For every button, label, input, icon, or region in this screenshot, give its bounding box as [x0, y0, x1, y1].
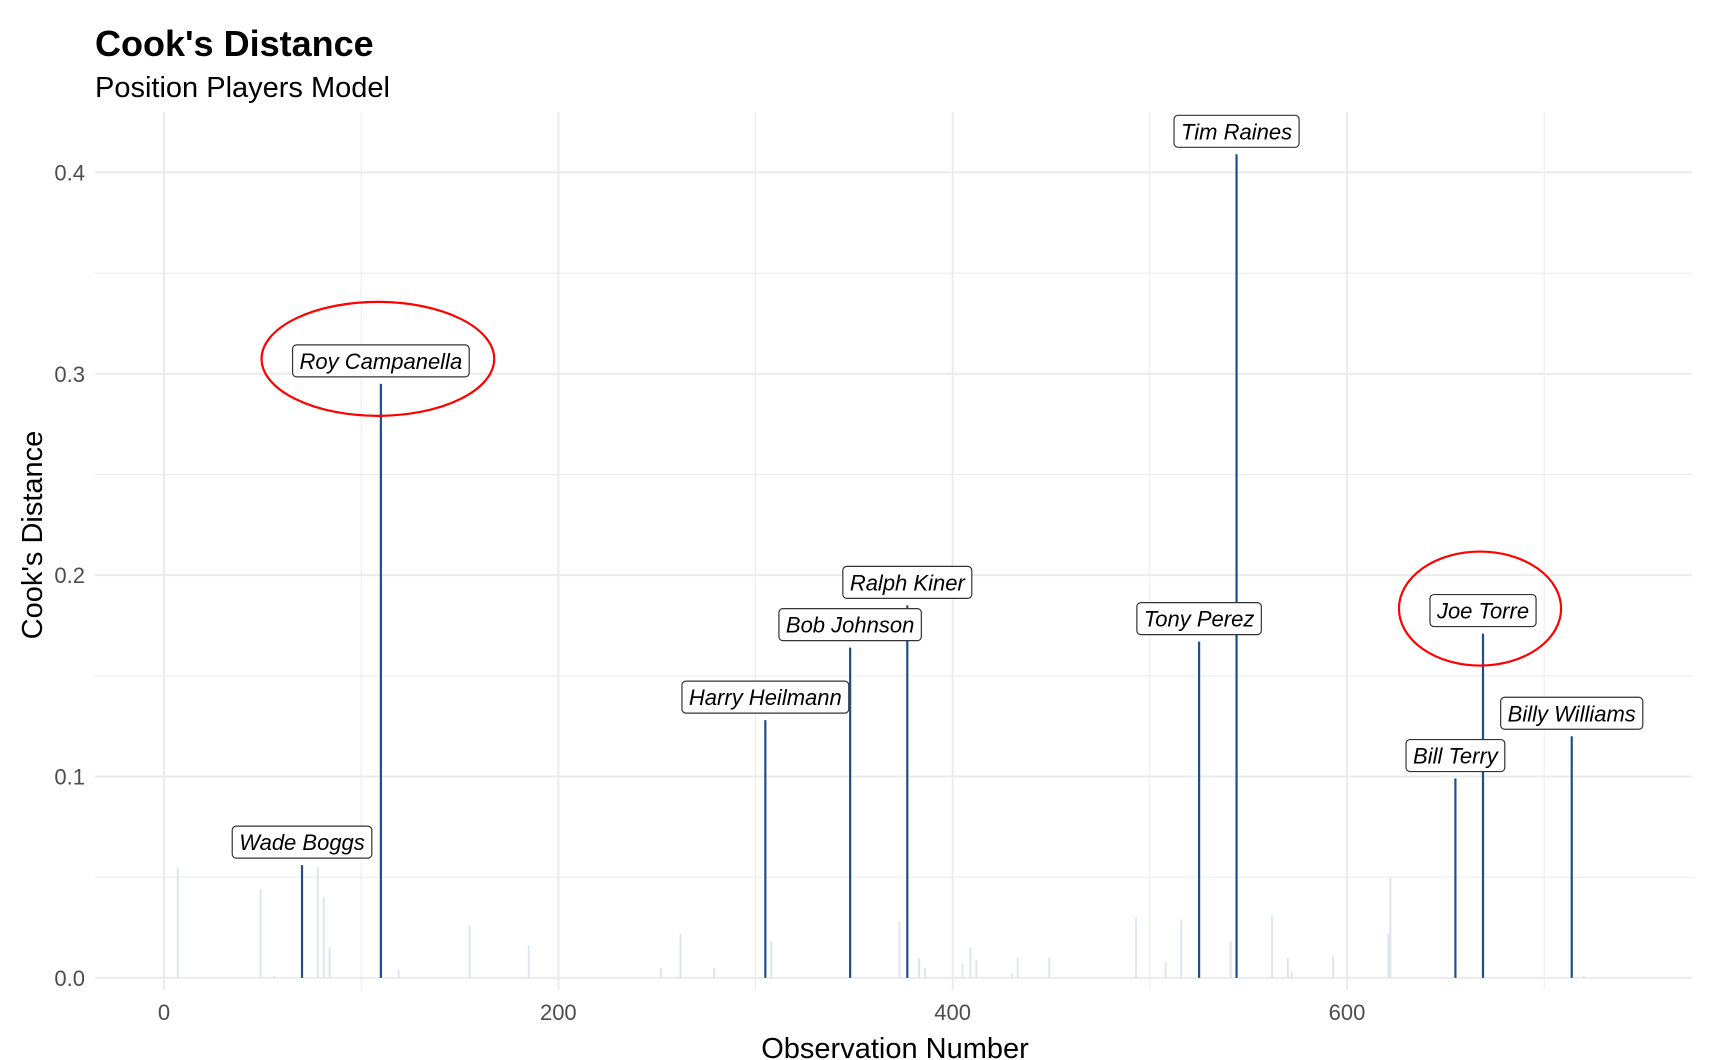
label-text: Bob Johnson: [786, 613, 914, 638]
background-bars: [176, 867, 1585, 978]
point-label: Tim Raines: [1173, 114, 1300, 148]
point-label: Bob Johnson: [778, 608, 922, 642]
point-labels: Wade Boggs Roy Campanella Harry Heilmann Bo…: [231, 114, 1644, 859]
label-box: [1173, 114, 1300, 148]
x-axis-title: Observation Number: [761, 1033, 1029, 1060]
highlighted-bars: [300, 154, 1573, 978]
label-box: [1429, 593, 1537, 628]
label-box: [842, 565, 973, 599]
chart-title: Cook's Distance: [95, 23, 374, 64]
label-box: [291, 344, 470, 378]
y-tick-label: 0.4: [54, 160, 85, 185]
x-tick-label: 0: [158, 1000, 170, 1025]
label-box: [1136, 602, 1262, 636]
y-axis-ticks: 0.0 0.1 0.2 0.3 0.4: [54, 160, 85, 991]
highlight-circles: [260, 300, 1563, 667]
label-text: Wade Boggs: [239, 830, 365, 855]
point-label: Tony Perez: [1136, 602, 1262, 636]
label-box: [231, 825, 373, 859]
y-tick-label: 0.3: [54, 362, 85, 387]
label-text: Joe Torre: [1436, 599, 1529, 624]
x-tick-label: 600: [1329, 1000, 1366, 1025]
highlight-circle: [260, 300, 496, 417]
label-box: [1405, 738, 1506, 773]
point-label: Wade Boggs: [231, 825, 373, 859]
label-box: [778, 608, 922, 642]
highlight-circle: [1397, 550, 1563, 667]
point-label: Bill Terry: [1405, 738, 1506, 773]
y-tick-label: 0.0: [54, 966, 85, 991]
chart-subtitle: Position Players Model: [95, 72, 390, 104]
label-text: Tony Perez: [1144, 607, 1254, 632]
label-text: Harry Heilmann: [689, 685, 842, 710]
x-tick-label: 400: [934, 1000, 971, 1025]
label-text: Ralph Kiner: [850, 570, 967, 595]
label-text: Roy Campanella: [300, 349, 463, 374]
label-text: Tim Raines: [1181, 119, 1292, 144]
label-text: Bill Terry: [1413, 744, 1500, 769]
x-axis-ticks: 0 200 400 600: [158, 1000, 1365, 1025]
label-text: Billy Williams: [1508, 701, 1636, 726]
label-box: [681, 680, 850, 714]
y-tick-label: 0.2: [54, 563, 85, 588]
point-label: Harry Heilmann: [681, 680, 850, 714]
point-label: Billy Williams: [1500, 696, 1644, 730]
label-box: [1500, 696, 1644, 730]
point-label: Ralph Kiner: [842, 565, 973, 599]
x-tick-label: 200: [540, 1000, 577, 1025]
point-label: Roy Campanella: [291, 344, 470, 378]
point-label: Joe Torre: [1429, 593, 1537, 628]
y-tick-label: 0.1: [54, 765, 85, 790]
y-axis-title: Cook's Distance: [17, 431, 49, 640]
